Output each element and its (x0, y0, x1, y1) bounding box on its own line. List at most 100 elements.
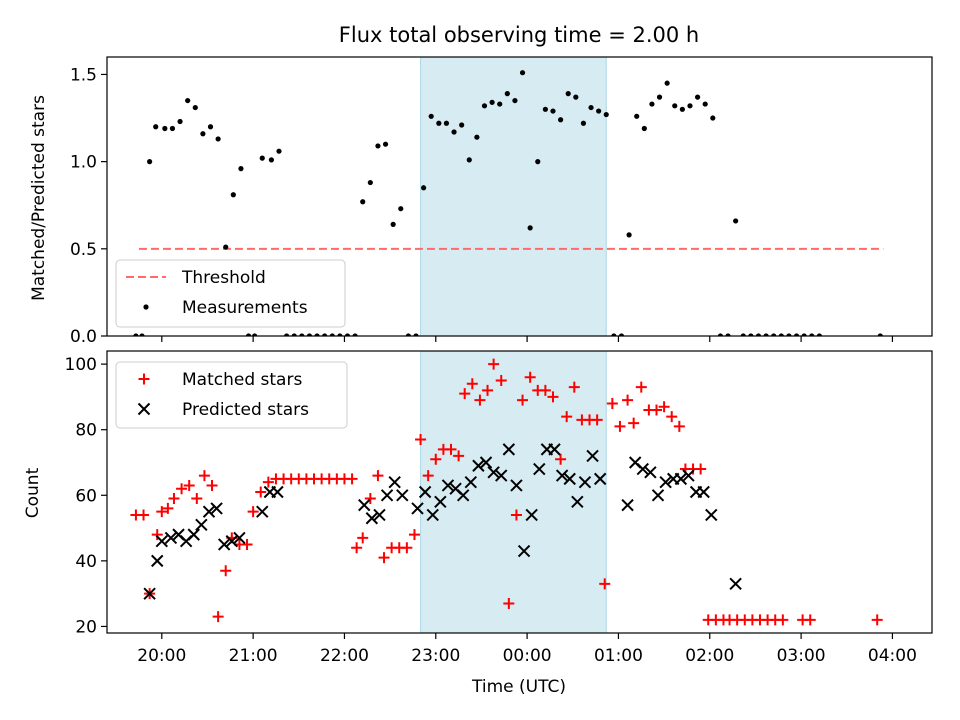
measurement-point (421, 185, 427, 191)
matched-star-point (255, 486, 267, 498)
measurement-point (809, 333, 815, 336)
predicted-star-point (525, 508, 538, 522)
matched-star-point (415, 434, 427, 446)
predicted-star-point (202, 505, 216, 518)
measurement-point (573, 94, 579, 100)
x-tick-label: 23:00 (411, 646, 460, 666)
predicted-star-point (155, 534, 169, 548)
predicted-star-point (151, 554, 164, 568)
matched-star-point (357, 532, 369, 544)
measurement-point (679, 106, 685, 112)
x-tick-label: 04:00 (868, 646, 917, 666)
measurement-point (185, 97, 191, 104)
measurement-point (717, 333, 724, 336)
matched-star-point (220, 565, 232, 577)
matched-star-point (198, 470, 210, 482)
measurement-point (618, 333, 625, 336)
measurement-point (162, 125, 168, 132)
highlight-band (420, 350, 607, 634)
predicted-star-point (495, 469, 508, 482)
measurement-point (207, 124, 214, 130)
matched-star-point (422, 470, 434, 482)
measurement-point (252, 333, 258, 336)
predicted-star-point (187, 528, 200, 541)
matched-star-point (482, 384, 494, 396)
ratio-y-axis-label: Matched/Predicted stars (29, 95, 49, 301)
measurement-point (405, 333, 411, 336)
matched-star-point (459, 388, 471, 400)
measurement-point (314, 333, 320, 336)
predicted-star-point (586, 449, 599, 463)
measurement-point (733, 218, 739, 224)
matched-star-point (628, 417, 640, 429)
measurement-point (276, 148, 282, 154)
predicted-star-point (388, 475, 401, 489)
measurement-point (527, 225, 533, 231)
y-tick-label: 80 (75, 421, 97, 441)
measurement-point (375, 143, 381, 149)
predicted-star-point (563, 472, 576, 486)
predicted-star-point (533, 462, 546, 476)
y-tick-label: 1.5 (70, 65, 97, 85)
measurement-point (481, 103, 488, 109)
axes-frame (106, 350, 933, 634)
predicted-star-point (479, 456, 493, 469)
y-tick-label: 1.0 (70, 153, 97, 173)
predicted-star-point (373, 508, 386, 522)
measurement-point (542, 106, 548, 112)
y-tick-label: 40 (75, 552, 97, 572)
measurement-point (474, 134, 480, 140)
matched-star-point (599, 578, 611, 590)
matched-star-point (568, 381, 580, 393)
chart-title: Flux total observing time = 2.00 h (339, 23, 699, 47)
measurement-point (413, 333, 419, 336)
matched-star-point (635, 381, 647, 393)
predicted-star-point (636, 462, 650, 476)
predicted-star-point (418, 485, 432, 499)
x-tick-label: 21:00 (229, 646, 278, 666)
measurement-point (687, 103, 693, 109)
highlight-band (420, 56, 607, 337)
measurement-point (367, 179, 373, 186)
measurement-point (771, 333, 777, 336)
x-tick-label: 01:00 (594, 646, 643, 666)
measurement-point (398, 206, 404, 212)
matched-star-point (614, 420, 626, 432)
legend-box (115, 361, 348, 429)
measurement-point (877, 333, 883, 336)
predicted-star-point (434, 495, 447, 509)
measurement-point (329, 333, 335, 336)
y-tick-label: 60 (75, 486, 97, 506)
measurement-point (603, 111, 609, 118)
predicted-star-point (502, 443, 516, 456)
predicted-star-point (143, 587, 156, 600)
matched-star-point (871, 614, 883, 626)
measurement-point (557, 117, 564, 123)
measurement-point (596, 108, 602, 114)
measurement-point (133, 333, 139, 336)
matched-star-point (183, 479, 195, 491)
predicted-star-point (426, 508, 439, 522)
measurement-point (215, 136, 221, 142)
predicted-star-point (729, 577, 742, 591)
measurement-point (550, 108, 556, 114)
measurement-point (284, 333, 290, 336)
measurement-point (512, 97, 518, 104)
measurement-point (259, 155, 265, 161)
measurement-point (565, 91, 571, 97)
predicted-star-point (233, 531, 246, 545)
predicted-star-point (358, 498, 371, 512)
matched-star-point (524, 371, 536, 383)
predicted-star-point (217, 538, 231, 551)
measurement-point (816, 333, 822, 336)
matched-star-point (168, 493, 180, 505)
measurement-point (740, 333, 746, 336)
measurement-point (139, 333, 145, 336)
measurement-point (238, 166, 244, 172)
matched-star-point (445, 443, 457, 455)
measurement-point (344, 333, 351, 336)
predicted-star-point (621, 498, 634, 512)
x-tick-label: 00:00 (503, 646, 552, 666)
measurement-point (755, 333, 762, 336)
measurement-point (147, 159, 153, 165)
